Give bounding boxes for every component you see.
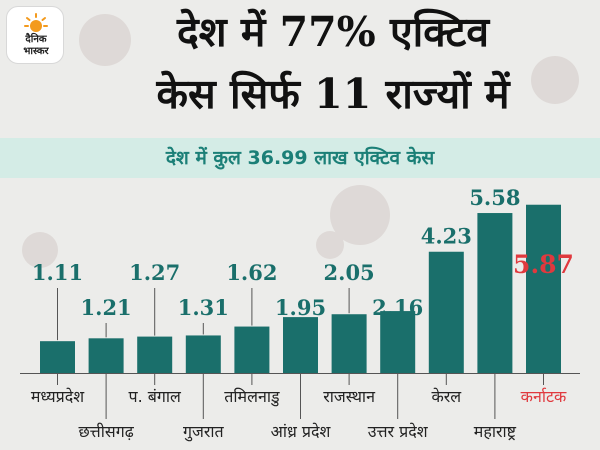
value-label: 1.21 [81,295,132,320]
category-label: राजस्थान [323,387,376,406]
bar [477,213,513,373]
bar [380,311,416,373]
category-label: प. बंगाल [128,387,182,406]
headline-line1: देश में 77% एक्टिव [176,8,490,56]
value-label: 1.95 [275,295,326,320]
category-label: छत्तीसगढ़ [78,422,134,441]
value-label: 1.31 [178,295,229,320]
category-label: केरल [431,387,462,406]
bar [234,326,270,373]
logo-text-line1: दैनिक [25,34,47,45]
value-label: 5.87 [513,250,574,279]
bar [137,336,173,373]
bar [185,335,221,373]
bar [283,317,318,373]
value-label: 1.11 [32,260,83,285]
bar [88,338,124,373]
logo-text-line2: भास्कर [23,46,49,57]
value-label: 4.23 [421,224,472,249]
category-label: मध्यप्रदेश [31,387,85,406]
value-label: 1.62 [226,260,277,285]
bar [40,341,75,373]
category-label: कर्नाटक [521,387,567,406]
category-label: तमिलनाडु [224,387,280,407]
category-label: महाराष्ट्र [474,422,517,441]
bar [428,251,464,373]
category-label: गुजरात [183,422,225,442]
sun-icon [24,13,48,32]
bar [331,314,367,373]
brand-logo: दैनिक भास्कर [6,6,64,64]
value-label: 2.16 [372,295,423,320]
headline-line2: केस सिर्फ 11 राज्यों में [156,70,510,118]
category-label: आंध्र प्रदेश [271,422,332,441]
value-label: 5.58 [469,185,520,210]
bar [526,204,561,373]
value-label: 1.27 [129,260,180,285]
subheadline-text: देश में कुल 36.99 लाख एक्टिव केस [165,147,435,169]
value-label: 2.05 [324,260,375,285]
subheadline-banner: देश में कुल 36.99 लाख एक्टिव केस [0,138,600,178]
category-label: उत्तर प्रदेश [368,422,429,441]
